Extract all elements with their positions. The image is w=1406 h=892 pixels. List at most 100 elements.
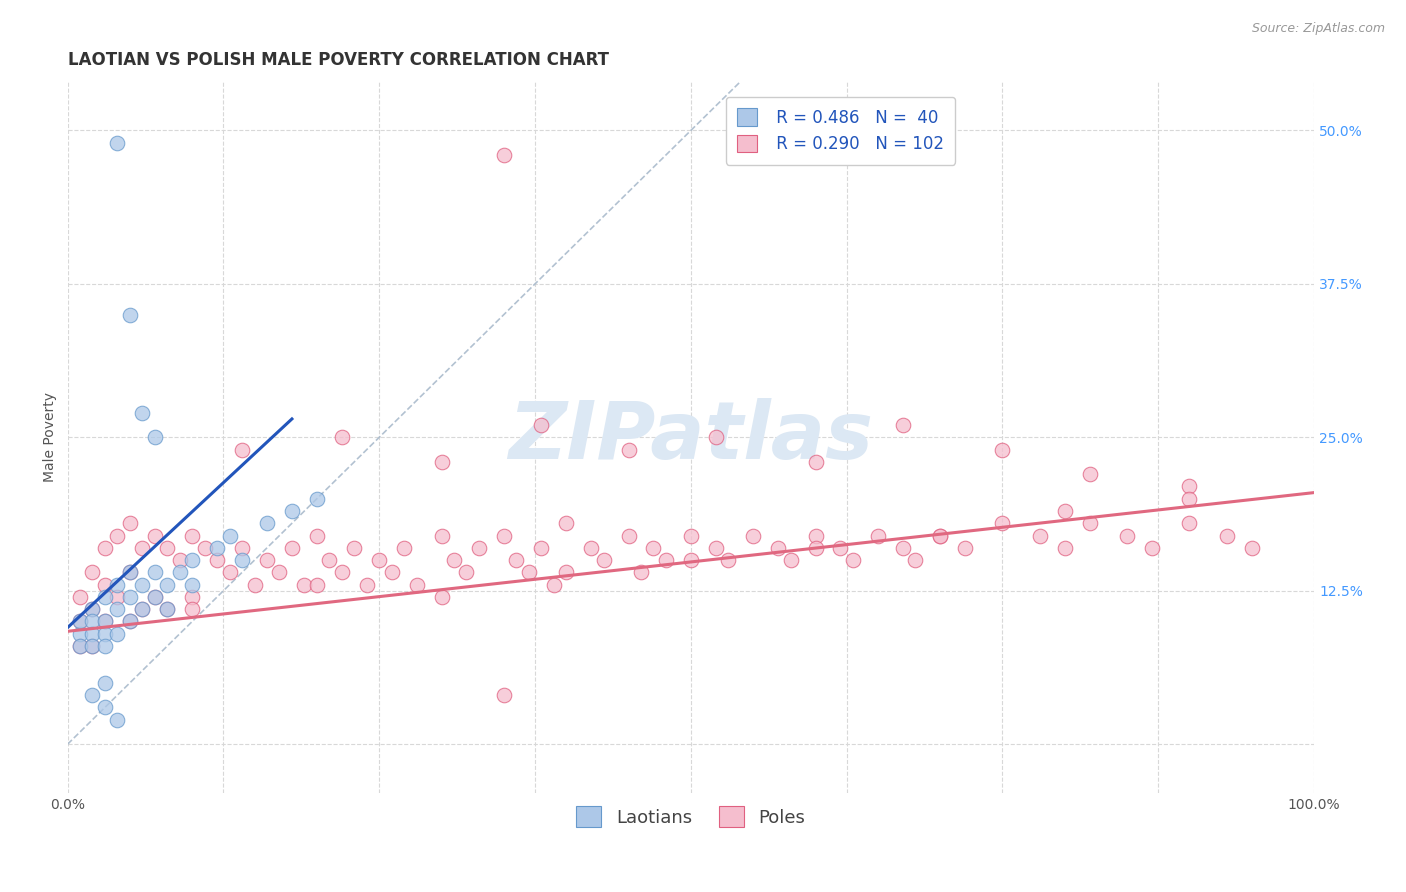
Point <box>94 676 117 690</box>
Point <box>318 553 340 567</box>
Point <box>69 639 91 653</box>
Point <box>82 639 104 653</box>
Point <box>94 615 117 629</box>
Point <box>991 516 1014 531</box>
Point <box>94 541 117 555</box>
Point <box>143 590 166 604</box>
Point <box>105 602 128 616</box>
Point <box>305 577 328 591</box>
Point <box>231 541 253 555</box>
Point <box>69 590 91 604</box>
Point <box>105 713 128 727</box>
Point <box>105 136 128 150</box>
Point <box>156 577 179 591</box>
Point <box>82 602 104 616</box>
Point <box>330 430 353 444</box>
Point <box>405 577 427 591</box>
Point <box>779 553 801 567</box>
Point <box>94 615 117 629</box>
Point <box>643 541 665 555</box>
Point <box>543 577 565 591</box>
Point <box>169 566 191 580</box>
Point <box>205 553 228 567</box>
Point <box>492 688 515 702</box>
Point <box>131 577 153 591</box>
Point <box>1216 528 1239 542</box>
Point <box>269 566 291 580</box>
Point <box>231 553 253 567</box>
Point <box>82 615 104 629</box>
Point <box>82 566 104 580</box>
Point <box>717 553 740 567</box>
Point <box>105 577 128 591</box>
Point <box>143 566 166 580</box>
Point <box>1078 467 1101 482</box>
Point <box>181 602 204 616</box>
Point <box>292 577 315 591</box>
Point <box>929 528 952 542</box>
Point <box>830 541 852 555</box>
Point <box>555 566 578 580</box>
Point <box>891 541 914 555</box>
Point <box>94 700 117 714</box>
Y-axis label: Male Poverty: Male Poverty <box>44 392 58 483</box>
Point <box>143 590 166 604</box>
Point <box>617 528 640 542</box>
Point <box>305 528 328 542</box>
Point <box>630 566 652 580</box>
Point <box>69 615 91 629</box>
Point <box>929 528 952 542</box>
Point <box>143 430 166 444</box>
Point <box>1029 528 1052 542</box>
Point <box>443 553 465 567</box>
Point <box>105 626 128 640</box>
Point <box>118 308 141 322</box>
Point <box>143 528 166 542</box>
Point <box>156 602 179 616</box>
Point <box>94 639 117 653</box>
Point <box>82 639 104 653</box>
Point <box>82 626 104 640</box>
Point <box>69 626 91 640</box>
Point <box>1116 528 1139 542</box>
Point <box>430 590 453 604</box>
Point <box>118 615 141 629</box>
Point <box>392 541 415 555</box>
Point <box>181 590 204 604</box>
Point <box>181 577 204 591</box>
Point <box>69 615 91 629</box>
Point <box>243 577 266 591</box>
Point <box>118 516 141 531</box>
Point <box>655 553 678 567</box>
Point <box>205 541 228 555</box>
Point <box>69 639 91 653</box>
Point <box>181 553 204 567</box>
Point <box>218 528 240 542</box>
Point <box>679 528 702 542</box>
Point <box>505 553 527 567</box>
Point <box>891 418 914 433</box>
Point <box>579 541 602 555</box>
Point <box>118 615 141 629</box>
Point <box>430 455 453 469</box>
Point <box>82 602 104 616</box>
Point <box>118 566 141 580</box>
Point <box>804 528 827 542</box>
Point <box>1053 504 1076 518</box>
Point <box>492 528 515 542</box>
Point <box>492 148 515 162</box>
Text: ZIPatlas: ZIPatlas <box>509 399 873 476</box>
Point <box>194 541 217 555</box>
Point <box>118 590 141 604</box>
Point <box>118 566 141 580</box>
Point <box>617 442 640 457</box>
Text: Source: ZipAtlas.com: Source: ZipAtlas.com <box>1251 22 1385 36</box>
Point <box>766 541 789 555</box>
Legend: Laotians, Poles: Laotians, Poles <box>569 799 813 834</box>
Point <box>991 442 1014 457</box>
Point <box>456 566 478 580</box>
Point <box>94 590 117 604</box>
Point <box>256 516 278 531</box>
Point <box>530 418 553 433</box>
Point <box>281 541 304 555</box>
